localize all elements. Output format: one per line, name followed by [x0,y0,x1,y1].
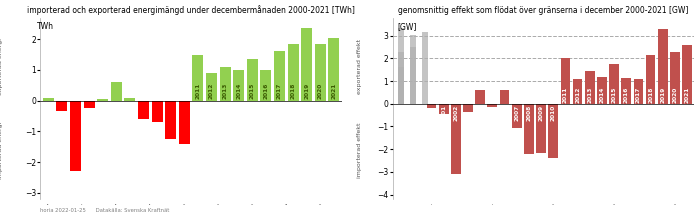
Text: exporterad energi: exporterad energi [0,38,4,95]
Text: 2001: 2001 [441,105,446,121]
Text: 2014: 2014 [599,86,604,103]
Text: 2016: 2016 [263,83,268,99]
Text: 2021: 2021 [685,86,690,103]
Bar [439,104,449,114]
Bar [561,58,570,104]
Bar [178,101,190,144]
Text: 2013: 2013 [223,83,228,99]
Title: genomsnittig effekt som flödat över gränserna i december 2000-2021 [GW]: genomsnittig effekt som flödat över grän… [398,6,689,15]
Text: 2018: 2018 [290,83,295,99]
Bar [573,79,582,104]
Bar [97,99,108,101]
Bar [398,52,404,104]
Text: 2015: 2015 [612,86,617,103]
Text: 2017: 2017 [277,83,282,99]
Title: importerad och exporterad energimängd under decembermånaden 2000-2021 [TWh]: importerad och exporterad energimängd un… [27,5,355,15]
Bar [410,47,416,104]
Bar [70,101,81,171]
Text: 2012: 2012 [209,83,214,99]
Text: 2009: 2009 [538,105,543,121]
Bar [463,104,473,112]
Text: 2011: 2011 [563,86,568,103]
Bar [125,98,135,101]
Text: 2008: 2008 [526,105,531,121]
Text: 2007: 2007 [514,105,519,121]
Text: 2010: 2010 [551,105,556,121]
Text: 2015: 2015 [250,83,255,99]
Text: 2014: 2014 [236,83,241,99]
Text: 2019: 2019 [660,86,665,103]
Bar [451,104,461,174]
Bar [536,104,546,153]
Bar [487,104,497,107]
Bar [301,28,312,101]
Bar [645,55,655,104]
Text: 2021: 2021 [331,83,337,99]
Text: horia 2022-01-25      Datakälla: Svenska Kraftnät: horia 2022-01-25 Datakälla: Svenska Kraf… [40,208,169,213]
Bar [398,68,404,104]
Bar [548,104,558,158]
Bar [682,45,692,104]
Text: 2017: 2017 [636,86,641,103]
Text: [GW]: [GW] [398,22,416,31]
Bar [288,44,298,101]
Bar [206,73,217,101]
Text: 2011: 2011 [195,83,200,99]
Bar [274,51,285,101]
Bar [138,101,149,119]
Bar [165,101,176,139]
Bar [622,78,631,104]
Text: 2013: 2013 [587,86,592,103]
Bar [152,101,162,122]
Bar [260,70,272,101]
Text: 2012: 2012 [575,86,580,103]
Bar [410,35,416,104]
Bar [634,79,643,104]
Text: 2002: 2002 [454,105,458,121]
Bar [315,44,326,101]
Text: importerad energi: importerad energi [0,121,4,179]
Text: 2016: 2016 [624,86,629,103]
Text: exporterad effekt: exporterad effekt [357,39,362,94]
Bar [422,32,428,104]
Text: 2020: 2020 [318,83,323,99]
Bar [220,67,230,101]
Bar [43,98,54,101]
Bar [597,77,607,104]
Bar [670,52,680,104]
Bar [233,70,244,101]
Bar [247,59,258,101]
Bar [585,71,594,104]
Bar [57,101,67,111]
Bar [512,104,522,128]
Bar [426,104,436,108]
Bar [475,90,485,104]
Bar [398,28,404,104]
Text: 2020: 2020 [673,86,678,103]
Bar [193,54,203,101]
Bar [658,29,668,104]
Text: 2018: 2018 [648,86,653,103]
Bar [328,37,339,101]
Text: TWh: TWh [37,22,55,31]
Text: importerad effekt: importerad effekt [357,122,362,178]
Bar [500,90,510,104]
Bar [83,101,94,108]
Bar [111,82,122,101]
Bar [609,64,619,104]
Bar [524,104,533,154]
Text: 2019: 2019 [304,83,309,99]
